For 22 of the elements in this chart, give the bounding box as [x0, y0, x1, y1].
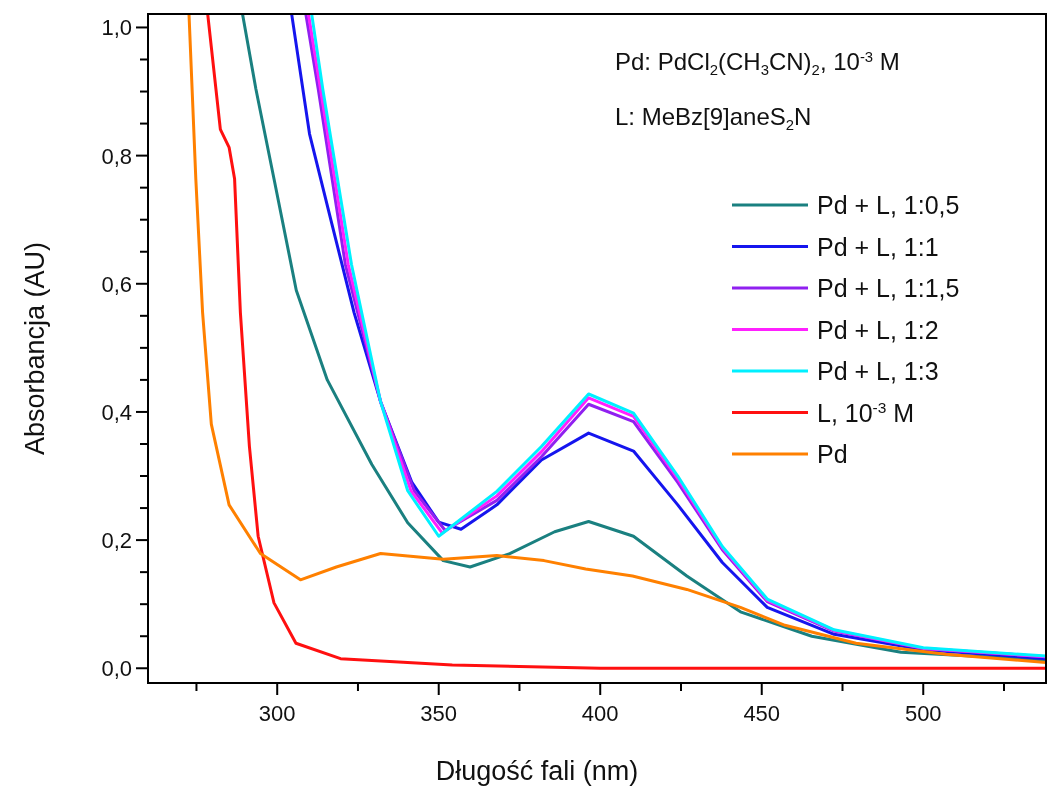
y-tick-label: 0,4 [101, 399, 132, 425]
y-tick-label: 0,8 [101, 143, 132, 169]
x-axis-title: Długość fali (nm) [435, 756, 639, 786]
legend-label: Pd + L, 1:1,5 [817, 274, 960, 302]
y-tick-label: 0,2 [101, 528, 132, 554]
legend-label: L, 10$^{-3}$ M [817, 398, 915, 427]
legend-label: Pd + L, 1:0,5 [817, 191, 960, 219]
text: Pd: PdCl$_{2}$(CH$_{3}$CN)$_{2}$, 10$^{-3}$ M [615, 48, 900, 78]
x-tick-label: 300 [258, 701, 296, 726]
legend-label: Pd + L, 1:1 [817, 232, 939, 261]
x-tick-label: 400 [581, 701, 619, 726]
legend-label: Pd + L, 1:3 [817, 357, 939, 385]
legend-label: Pd + L, 1:2 [817, 315, 939, 344]
y-tick-label: 1,0 [101, 15, 132, 41]
x-tick-label: 500 [904, 701, 942, 726]
x-tick-label: 350 [420, 701, 458, 726]
y-tick-label: 0,0 [101, 656, 132, 682]
annotation: L: MeBz[9]aneS$_{2}$N [615, 103, 812, 133]
y-axis-title: Absorbancja (AU) [20, 241, 50, 456]
y-tick-label: 0,6 [101, 271, 132, 297]
x-tick-label: 450 [743, 701, 781, 726]
legend-label: Pd [817, 440, 848, 468]
